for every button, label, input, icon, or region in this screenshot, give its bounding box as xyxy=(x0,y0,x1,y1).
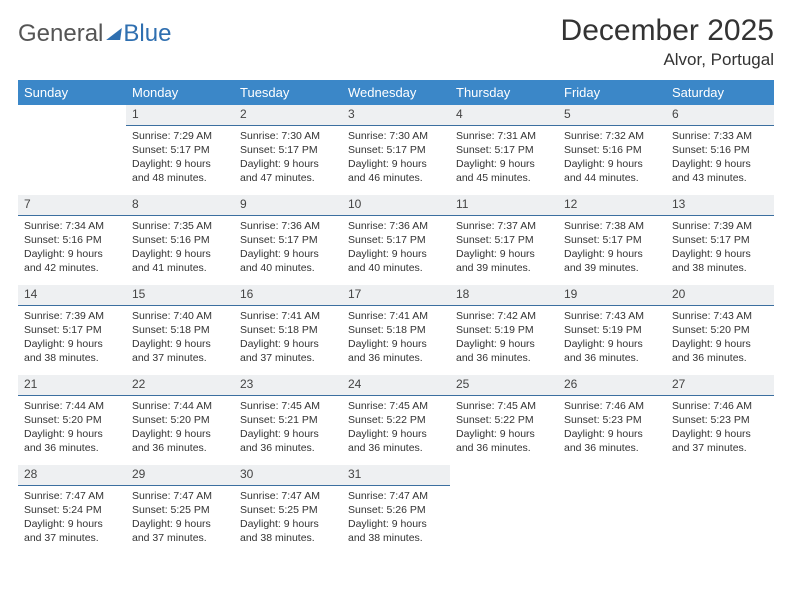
day-content-cell: Sunrise: 7:46 AMSunset: 5:23 PMDaylight:… xyxy=(558,395,666,465)
day-content-cell: Sunrise: 7:31 AMSunset: 5:17 PMDaylight:… xyxy=(450,125,558,195)
day-content-cell: Sunrise: 7:42 AMSunset: 5:19 PMDaylight:… xyxy=(450,305,558,375)
day-content-row: Sunrise: 7:39 AMSunset: 5:17 PMDaylight:… xyxy=(18,305,774,375)
day-content-cell xyxy=(666,485,774,555)
day-content-cell: Sunrise: 7:32 AMSunset: 5:16 PMDaylight:… xyxy=(558,125,666,195)
day-number-cell: 2 xyxy=(234,105,342,125)
day-content-row: Sunrise: 7:47 AMSunset: 5:24 PMDaylight:… xyxy=(18,485,774,555)
day-content-cell: Sunrise: 7:45 AMSunset: 5:22 PMDaylight:… xyxy=(342,395,450,465)
day-number-cell: 13 xyxy=(666,195,774,215)
day-number-cell xyxy=(558,465,666,485)
day-number-cell: 4 xyxy=(450,105,558,125)
weekday-header: Friday xyxy=(558,80,666,105)
day-content-cell xyxy=(558,485,666,555)
day-number-cell: 8 xyxy=(126,195,234,215)
title-block: December 2025 Alvor, Portugal xyxy=(561,14,774,70)
location-label: Alvor, Portugal xyxy=(561,50,774,70)
day-content-cell: Sunrise: 7:43 AMSunset: 5:20 PMDaylight:… xyxy=(666,305,774,375)
weekday-header: Monday xyxy=(126,80,234,105)
day-content-cell: Sunrise: 7:33 AMSunset: 5:16 PMDaylight:… xyxy=(666,125,774,195)
day-number-cell: 15 xyxy=(126,285,234,305)
day-content-cell: Sunrise: 7:45 AMSunset: 5:21 PMDaylight:… xyxy=(234,395,342,465)
day-content-cell: Sunrise: 7:41 AMSunset: 5:18 PMDaylight:… xyxy=(234,305,342,375)
day-content-cell: Sunrise: 7:34 AMSunset: 5:16 PMDaylight:… xyxy=(18,215,126,285)
day-number-cell xyxy=(666,465,774,485)
day-number-cell: 11 xyxy=(450,195,558,215)
day-content-cell: Sunrise: 7:44 AMSunset: 5:20 PMDaylight:… xyxy=(126,395,234,465)
day-content-cell: Sunrise: 7:47 AMSunset: 5:26 PMDaylight:… xyxy=(342,485,450,555)
day-number-cell: 20 xyxy=(666,285,774,305)
day-number-cell xyxy=(18,105,126,125)
day-number-cell: 22 xyxy=(126,375,234,395)
day-number-cell: 18 xyxy=(450,285,558,305)
day-content-cell xyxy=(18,125,126,195)
day-content-cell: Sunrise: 7:30 AMSunset: 5:17 PMDaylight:… xyxy=(342,125,450,195)
day-content-cell: Sunrise: 7:35 AMSunset: 5:16 PMDaylight:… xyxy=(126,215,234,285)
day-number-cell: 31 xyxy=(342,465,450,485)
day-number-cell: 21 xyxy=(18,375,126,395)
day-number-cell: 25 xyxy=(450,375,558,395)
day-number-cell: 19 xyxy=(558,285,666,305)
day-number-row: 28293031 xyxy=(18,465,774,485)
brand-triangle-icon xyxy=(107,28,123,40)
day-content-row: Sunrise: 7:29 AMSunset: 5:17 PMDaylight:… xyxy=(18,125,774,195)
day-number-cell: 17 xyxy=(342,285,450,305)
day-number-cell: 3 xyxy=(342,105,450,125)
day-number-row: 123456 xyxy=(18,105,774,125)
day-number-cell: 27 xyxy=(666,375,774,395)
day-content-cell: Sunrise: 7:47 AMSunset: 5:24 PMDaylight:… xyxy=(18,485,126,555)
brand-part2: Blue xyxy=(123,20,171,48)
day-number-row: 14151617181920 xyxy=(18,285,774,305)
day-content-cell: Sunrise: 7:41 AMSunset: 5:18 PMDaylight:… xyxy=(342,305,450,375)
day-content-row: Sunrise: 7:34 AMSunset: 5:16 PMDaylight:… xyxy=(18,215,774,285)
day-number-cell: 10 xyxy=(342,195,450,215)
day-content-cell: Sunrise: 7:43 AMSunset: 5:19 PMDaylight:… xyxy=(558,305,666,375)
day-number-cell: 29 xyxy=(126,465,234,485)
day-number-cell: 28 xyxy=(18,465,126,485)
day-content-cell: Sunrise: 7:44 AMSunset: 5:20 PMDaylight:… xyxy=(18,395,126,465)
calendar-table: Sunday Monday Tuesday Wednesday Thursday… xyxy=(18,80,774,555)
weekday-header-row: Sunday Monday Tuesday Wednesday Thursday… xyxy=(18,80,774,105)
month-title: December 2025 xyxy=(561,14,774,48)
day-number-cell: 1 xyxy=(126,105,234,125)
day-number-cell: 12 xyxy=(558,195,666,215)
header: General Blue December 2025 Alvor, Portug… xyxy=(18,14,774,70)
day-content-cell xyxy=(450,485,558,555)
day-content-cell: Sunrise: 7:29 AMSunset: 5:17 PMDaylight:… xyxy=(126,125,234,195)
day-content-cell: Sunrise: 7:40 AMSunset: 5:18 PMDaylight:… xyxy=(126,305,234,375)
day-number-cell: 6 xyxy=(666,105,774,125)
day-number-row: 78910111213 xyxy=(18,195,774,215)
day-content-cell: Sunrise: 7:39 AMSunset: 5:17 PMDaylight:… xyxy=(18,305,126,375)
day-number-cell: 23 xyxy=(234,375,342,395)
day-number-cell: 5 xyxy=(558,105,666,125)
weekday-header: Wednesday xyxy=(342,80,450,105)
day-number-cell: 14 xyxy=(18,285,126,305)
day-content-cell: Sunrise: 7:45 AMSunset: 5:22 PMDaylight:… xyxy=(450,395,558,465)
weekday-header: Sunday xyxy=(18,80,126,105)
day-content-cell: Sunrise: 7:39 AMSunset: 5:17 PMDaylight:… xyxy=(666,215,774,285)
day-content-cell: Sunrise: 7:37 AMSunset: 5:17 PMDaylight:… xyxy=(450,215,558,285)
day-content-cell: Sunrise: 7:30 AMSunset: 5:17 PMDaylight:… xyxy=(234,125,342,195)
day-number-cell: 7 xyxy=(18,195,126,215)
day-number-cell: 16 xyxy=(234,285,342,305)
day-number-cell: 26 xyxy=(558,375,666,395)
day-content-cell: Sunrise: 7:47 AMSunset: 5:25 PMDaylight:… xyxy=(126,485,234,555)
day-content-cell: Sunrise: 7:36 AMSunset: 5:17 PMDaylight:… xyxy=(342,215,450,285)
weekday-header: Saturday xyxy=(666,80,774,105)
day-number-row: 21222324252627 xyxy=(18,375,774,395)
day-number-cell: 24 xyxy=(342,375,450,395)
brand-logo: General Blue xyxy=(18,20,171,48)
brand-part1: General xyxy=(18,20,103,48)
day-content-cell: Sunrise: 7:38 AMSunset: 5:17 PMDaylight:… xyxy=(558,215,666,285)
day-number-cell: 30 xyxy=(234,465,342,485)
day-number-cell: 9 xyxy=(234,195,342,215)
weekday-header: Thursday xyxy=(450,80,558,105)
day-content-cell: Sunrise: 7:36 AMSunset: 5:17 PMDaylight:… xyxy=(234,215,342,285)
weekday-header: Tuesday xyxy=(234,80,342,105)
day-content-cell: Sunrise: 7:47 AMSunset: 5:25 PMDaylight:… xyxy=(234,485,342,555)
day-content-cell: Sunrise: 7:46 AMSunset: 5:23 PMDaylight:… xyxy=(666,395,774,465)
day-content-row: Sunrise: 7:44 AMSunset: 5:20 PMDaylight:… xyxy=(18,395,774,465)
day-number-cell xyxy=(450,465,558,485)
